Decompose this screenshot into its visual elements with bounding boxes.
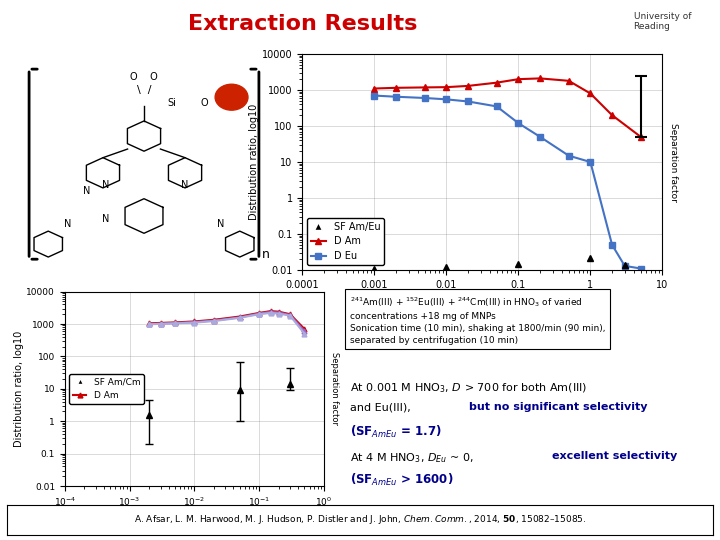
Text: At 4 M HNO$_3$, $D_{Eu}$ ~ 0,: At 4 M HNO$_3$, $D_{Eu}$ ~ 0,	[350, 451, 478, 465]
Text: Fe₃O₄: Fe₃O₄	[221, 94, 242, 100]
Text: Extraction Results: Extraction Results	[188, 14, 417, 35]
Text: O: O	[200, 98, 208, 108]
Text: excellent selectivity: excellent selectivity	[552, 451, 677, 461]
X-axis label: [HNO3] / M: [HNO3] / M	[448, 293, 517, 303]
Text: O    O: O O	[130, 72, 158, 82]
Legend: SF Am/Cm, D Am: SF Am/Cm, D Am	[69, 374, 144, 404]
Text: Separation factor: Separation factor	[330, 352, 339, 426]
Text: but no significant selectivity: but no significant selectivity	[469, 402, 648, 413]
Y-axis label: Distribution ratio, log10: Distribution ratio, log10	[14, 330, 24, 447]
Text: Separation factor: Separation factor	[669, 123, 678, 201]
Text: and Eu(III),: and Eu(III),	[350, 402, 414, 413]
Text: $^{241}$Am(III) + $^{152}$Eu(III) + $^{244}$Cm(III) in HNO$_3$ of varied
concent: $^{241}$Am(III) + $^{152}$Eu(III) + $^{2…	[350, 295, 605, 345]
Text: At 0.001 M HNO$_3$, $D$ > 700 for both Am(III): At 0.001 M HNO$_3$, $D$ > 700 for both A…	[350, 381, 587, 395]
Circle shape	[215, 84, 248, 110]
X-axis label: [HNO3] / M: [HNO3] / M	[162, 511, 227, 521]
Text: University of
Reading: University of Reading	[634, 12, 691, 31]
Text: \  /: \ /	[137, 85, 151, 95]
Text: N: N	[181, 180, 189, 190]
Y-axis label: Distribution ratio, log10: Distribution ratio, log10	[249, 104, 259, 220]
Text: A. Afsar, L. M. Harwood, M. J. Hudson, P. Distler and J. John, $\it{Chem. Comm.}: A. Afsar, L. M. Harwood, M. J. Hudson, P…	[134, 513, 586, 526]
Text: N: N	[63, 219, 71, 229]
Text: n: n	[261, 248, 269, 261]
Legend: SF Am/Eu, D Am, D Eu: SF Am/Eu, D Am, D Eu	[307, 218, 384, 265]
Text: N: N	[217, 219, 225, 229]
Text: N: N	[102, 214, 109, 225]
Text: N: N	[83, 186, 90, 197]
Text: (SF$_{AmEu}$ > 1600): (SF$_{AmEu}$ > 1600)	[350, 472, 453, 489]
Text: N: N	[102, 180, 109, 190]
Text: (SF$_{AmEu}$ = 1.7): (SF$_{AmEu}$ = 1.7)	[350, 424, 441, 440]
Text: Si: Si	[167, 98, 176, 108]
